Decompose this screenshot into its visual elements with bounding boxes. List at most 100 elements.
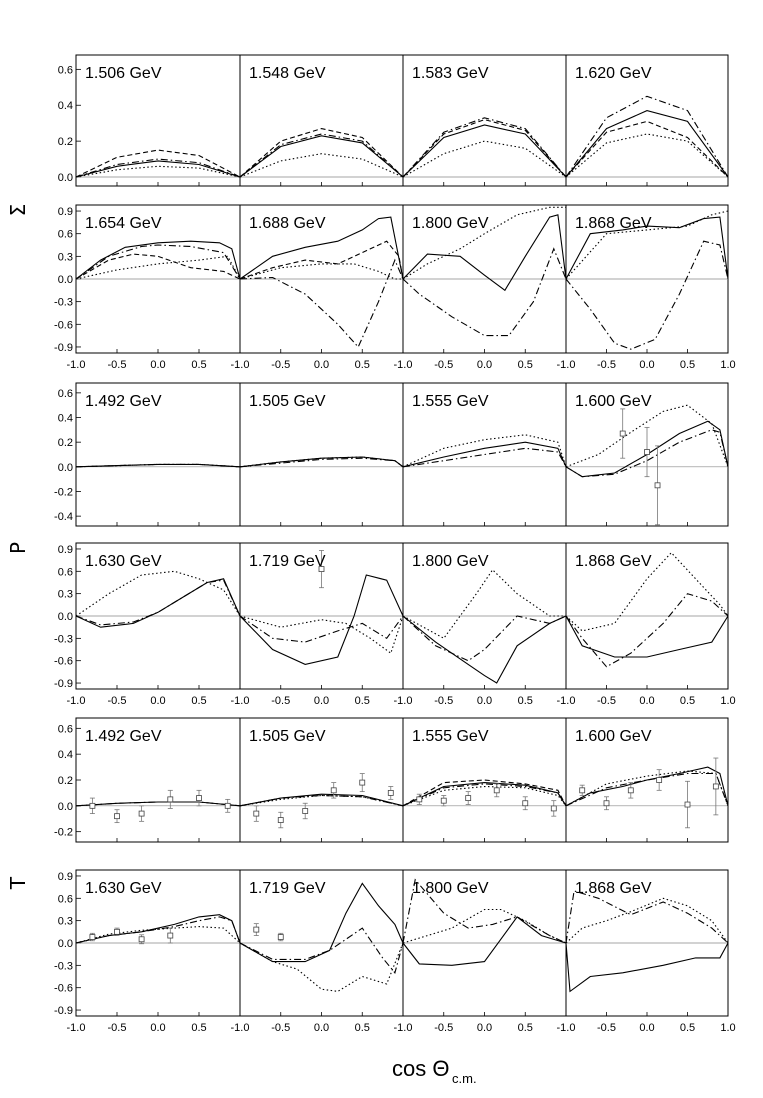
x-tick-label: 0.5 [518, 359, 533, 371]
curve-dotted [565, 404, 729, 468]
panel: 1.492 GeV [75, 717, 241, 843]
curve-dashdot [402, 878, 567, 944]
energy-label: 1.620 GeV [575, 65, 652, 82]
x-tick-label: 0.0 [639, 1022, 654, 1034]
y-tick-label: 0.6 [58, 64, 73, 76]
data-marker [167, 932, 174, 939]
y-tick-label: 0.6 [58, 723, 73, 735]
curve-dotted [239, 615, 404, 655]
data-point [387, 786, 394, 800]
x-tick-label: -0.5 [108, 359, 127, 371]
data-marker [416, 796, 423, 803]
panel: 1.688 GeV [239, 204, 404, 354]
y-tick-label: -0.9 [54, 1005, 73, 1017]
data-marker [253, 810, 260, 817]
energy-label: 1.800 GeV [412, 215, 489, 232]
x-tick-label: -1.0 [231, 1022, 250, 1034]
curve-dashdot [239, 927, 404, 974]
data-point [253, 805, 260, 822]
energy-label: 1.800 GeV [412, 553, 489, 570]
y-tick-label: 0.0 [58, 611, 73, 623]
curve-dotted [239, 263, 403, 280]
x-tick-label: -1.0 [557, 695, 576, 707]
curve-dotted [402, 785, 567, 807]
data-marker [493, 787, 500, 794]
data-point [89, 932, 96, 942]
energy-label: 1.555 GeV [412, 728, 489, 745]
x-tick-label: 0.5 [518, 695, 533, 707]
curve-dashdot [565, 890, 729, 944]
curve-dashed [402, 779, 567, 807]
y-tick-label: 0.9 [58, 206, 73, 218]
data-marker [684, 801, 691, 808]
x-tick-label: -0.5 [597, 1022, 616, 1034]
data-marker [302, 808, 309, 814]
curve-dotted [402, 140, 567, 178]
curve-dashdot [402, 117, 567, 178]
data-marker [522, 800, 529, 807]
data-point [579, 784, 586, 796]
curve-dashdot [402, 247, 567, 337]
x-axis-title: cos Θ [392, 1056, 449, 1081]
x-tick-label: 0.0 [314, 695, 329, 707]
x-tick-label: 0.5 [191, 1022, 206, 1034]
energy-label: 1.868 GeV [575, 215, 652, 232]
data-point [656, 769, 663, 791]
curve-solid [402, 615, 567, 684]
x-tick-label: -1.0 [67, 1022, 86, 1034]
curve-solid [565, 615, 729, 658]
x-tick-label: 0.0 [639, 695, 654, 707]
x-tick-label: -0.5 [434, 1022, 453, 1034]
x-tick-label: 0.0 [477, 695, 492, 707]
y-tick-label: -0.6 [54, 319, 73, 331]
data-point [277, 811, 284, 829]
energy-label: 1.630 GeV [85, 553, 162, 570]
data-point [138, 805, 145, 822]
energy-label: 1.492 GeV [85, 393, 162, 410]
data-marker [627, 787, 634, 794]
y-tick-label: -0.2 [54, 486, 73, 498]
x-tick-label: 0.0 [639, 359, 654, 371]
y-tick-label: -0.4 [54, 511, 73, 523]
energy-label: 1.555 GeV [412, 393, 489, 410]
data-marker [196, 795, 202, 801]
y-tick-label: -0.3 [54, 960, 73, 972]
x-tick-label: 0.5 [680, 359, 695, 371]
x-tick-label: 0.0 [150, 1022, 165, 1034]
x-tick-label: -1.0 [394, 359, 413, 371]
panel: 1.600 GeV [565, 717, 729, 843]
x-tick-label: -0.5 [271, 695, 290, 707]
energy-label: 1.719 GeV [249, 880, 326, 897]
y-tick-label: -0.2 [54, 827, 73, 839]
x-tick-label: -1.0 [67, 695, 86, 707]
data-point [465, 791, 472, 805]
panel: 1.555 GeV [402, 717, 567, 843]
data-marker [114, 813, 120, 820]
x-tick-label: 0.0 [477, 359, 492, 371]
observable-label: T [6, 876, 30, 890]
curve-solid [239, 216, 404, 280]
curve-solid [75, 160, 241, 178]
energy-label: 1.600 GeV [575, 393, 652, 410]
data-marker [644, 449, 650, 455]
curve-dashdot [239, 457, 404, 468]
data-marker [387, 790, 394, 796]
x-tick-label: 0.5 [680, 695, 695, 707]
curve-solid [565, 766, 729, 807]
data-point [550, 800, 557, 817]
y-tick-label: 0.4 [58, 749, 73, 761]
data-point [330, 782, 337, 799]
observable-label: P [6, 542, 30, 554]
energy-label: 1.688 GeV [249, 215, 326, 232]
data-marker [440, 797, 447, 804]
curve-solid [565, 216, 729, 280]
data-marker [138, 810, 145, 817]
observable-label: Σ [6, 204, 30, 217]
data-marker [89, 802, 96, 809]
data-marker [318, 566, 325, 572]
y-tick-label: 0.4 [58, 413, 73, 425]
curve-dotted [239, 153, 404, 178]
x-tick-label: 0.5 [191, 695, 206, 707]
energy-label: 1.492 GeV [85, 728, 162, 745]
curve-dashdot [402, 447, 567, 468]
